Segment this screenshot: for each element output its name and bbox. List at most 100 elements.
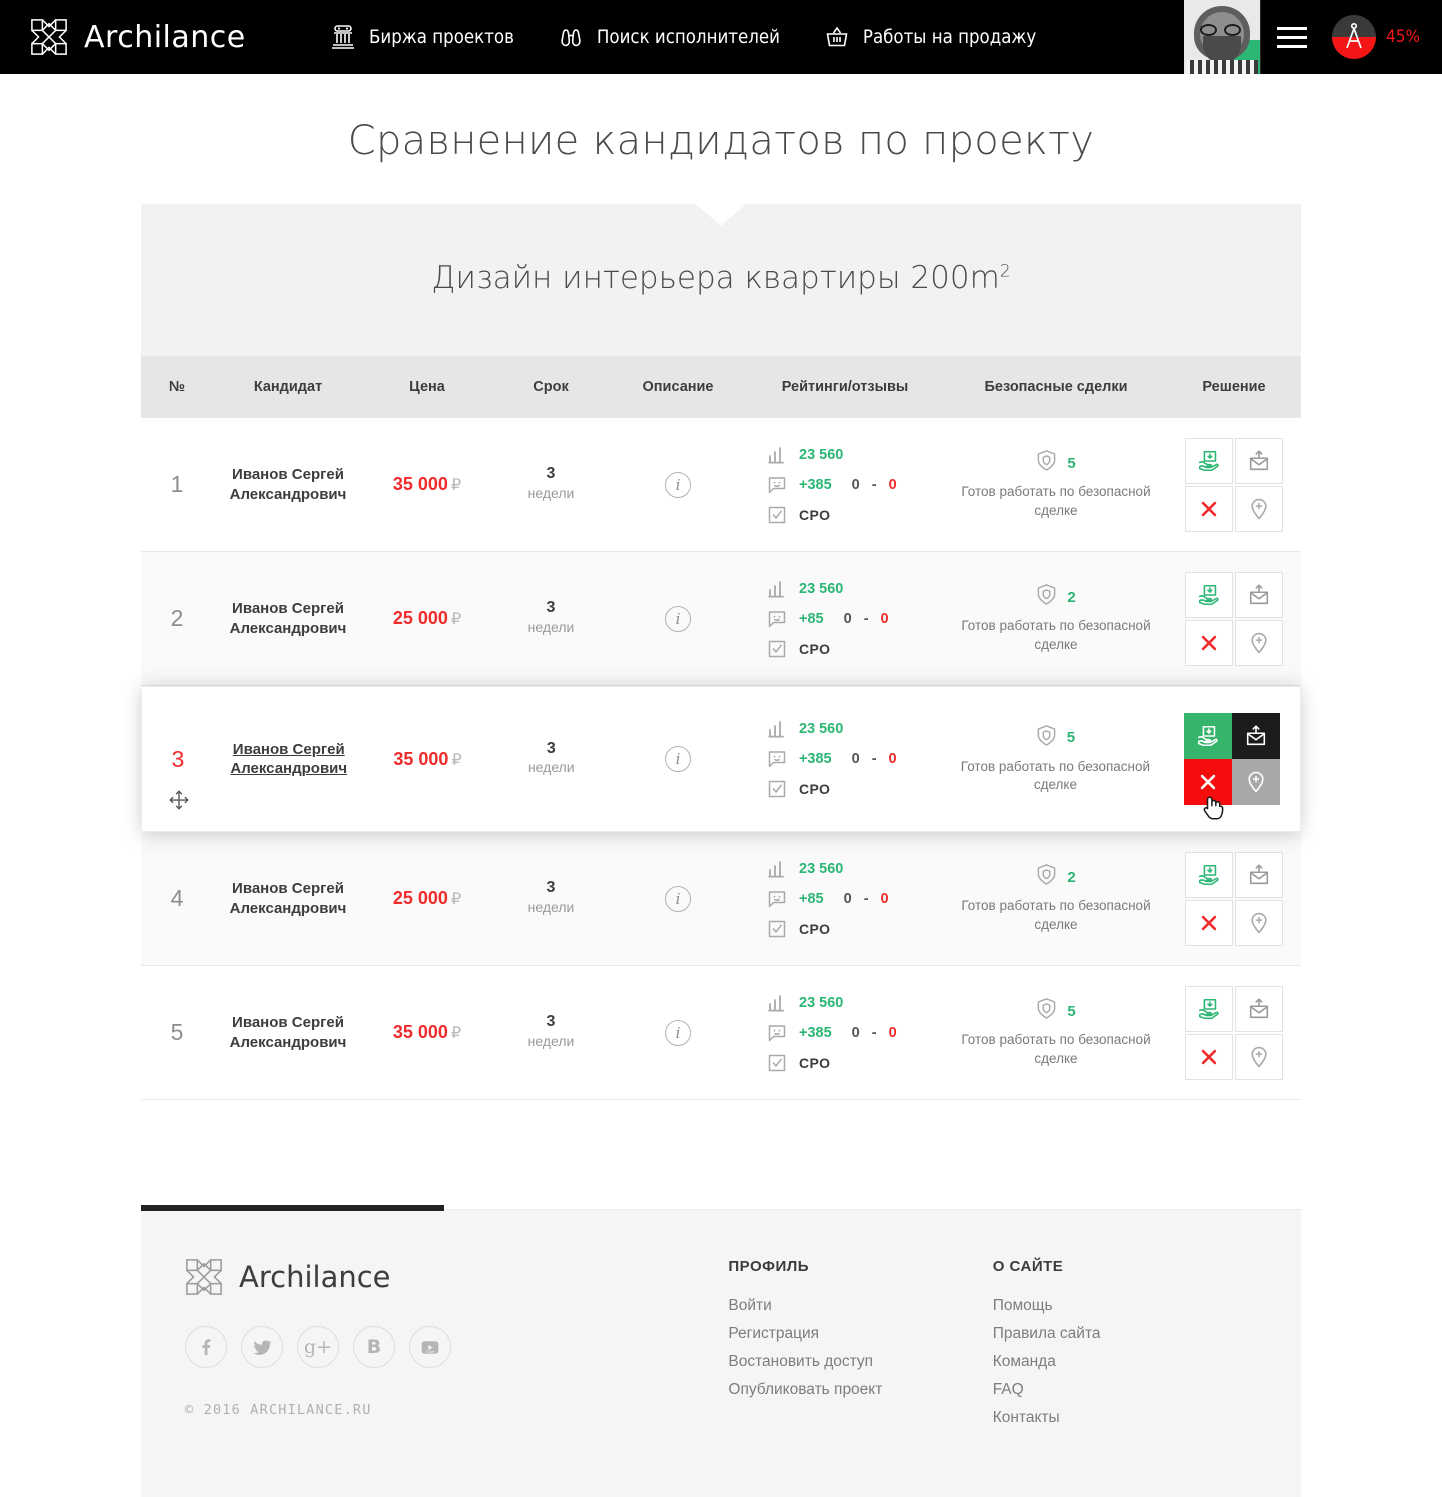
checkbox-icon [767, 1053, 787, 1073]
bar-chart-icon [767, 993, 787, 1013]
footer-link[interactable]: FAQ [992, 1381, 1024, 1398]
add-location-button[interactable] [1235, 619, 1283, 666]
safe-deals-count-row: 2 [945, 863, 1167, 891]
candidate-name[interactable]: Иванов Сергей Александрович [229, 880, 347, 917]
accept-offer-button[interactable] [1185, 437, 1233, 484]
term-value: 3 [546, 879, 556, 897]
top-header-bar: Archilance Биржа проектов [0, 0, 1442, 74]
candidate-name[interactable]: Иванов Сергей Александрович [229, 1014, 347, 1051]
send-message-button[interactable] [1235, 851, 1283, 898]
accept-offer-button[interactable] [1185, 985, 1233, 1032]
footer-link[interactable]: Команда [992, 1353, 1056, 1370]
move-arrows-icon[interactable] [168, 789, 190, 811]
candidate-name[interactable]: Иванов Сергей Александрович [229, 466, 347, 503]
col-header-safe-deals: Безопасные сделки [984, 379, 1128, 395]
accept-offer-button[interactable] [1184, 713, 1233, 759]
nav-item-works-for-sale[interactable]: Работы на продажу [824, 23, 1036, 51]
send-message-button[interactable] [1235, 571, 1283, 618]
add-location-button[interactable] [1235, 1033, 1283, 1080]
safe-deals-count: 5 [1067, 1002, 1076, 1020]
shield-icon [1036, 583, 1057, 611]
reject-button[interactable] [1184, 759, 1233, 805]
footer-column-title: О САЙТЕ [992, 1258, 1064, 1275]
table-body: 1 Иванов Сергей Александрович 35 000 ₽ 3 … [141, 418, 1301, 1100]
review-bubble-icon [767, 889, 787, 909]
sro-label: СРО [799, 920, 831, 937]
footer-link[interactable]: Помощь [992, 1297, 1053, 1314]
ratings-block: 23 560 +385 0 - 0 СРО [745, 993, 945, 1073]
profile-completion[interactable]: 45% [1322, 15, 1442, 59]
review-bubble-icon [767, 609, 787, 629]
avatar[interactable] [1184, 0, 1260, 74]
brand-name: Archilance [84, 19, 246, 55]
safe-deals-text: Готов работать по безопасной сделке [961, 618, 1151, 652]
reject-button[interactable] [1185, 619, 1233, 666]
ratings-block: 23 560 +85 0 - 0 СРО [745, 579, 945, 659]
decision-buttons [1185, 985, 1283, 1080]
footer-link[interactable]: Опубликовать проект [728, 1381, 883, 1398]
reviews-neutral: 0 [851, 1024, 860, 1041]
nav-item-projects-exchange[interactable]: Биржа проектов [330, 23, 514, 51]
candidate-name[interactable]: Иванов Сергей Александрович [229, 600, 347, 637]
candidate-name[interactable]: Иванов Сергей Александрович [230, 740, 348, 777]
footer-link[interactable]: Правила сайта [992, 1325, 1101, 1342]
footer-brand-name: Archilance [239, 1260, 391, 1294]
row-number: 1 [170, 471, 184, 497]
brand-logo[interactable]: Archilance [0, 18, 330, 56]
send-message-button[interactable] [1235, 985, 1283, 1032]
info-icon[interactable]: i [665, 1019, 691, 1046]
reject-button[interactable] [1185, 485, 1233, 532]
reject-button[interactable] [1185, 899, 1233, 946]
facebook-icon[interactable] [185, 1326, 227, 1368]
reviews-line: +85 0 - 0 [767, 889, 889, 909]
reviews-line: +385 0 - 0 [767, 475, 897, 495]
table-row[interactable]: 2 Иванов Сергей Александрович 25 000 ₽ 3 … [141, 552, 1301, 686]
table-row[interactable]: 5 Иванов Сергей Александрович 35 000 ₽ 3 … [141, 966, 1301, 1100]
decision-buttons [1185, 571, 1283, 666]
accept-offer-button[interactable] [1185, 851, 1233, 898]
info-icon[interactable]: i [665, 605, 691, 632]
info-icon[interactable]: i [665, 746, 692, 772]
add-location-button[interactable] [1235, 899, 1283, 946]
youtube-icon[interactable]: Tube [409, 1326, 451, 1368]
hamburger-menu-icon[interactable] [1260, 0, 1322, 74]
reviews-separator: - [863, 610, 869, 627]
twitter-icon[interactable] [241, 1326, 283, 1368]
info-icon[interactable]: i [665, 885, 691, 912]
footer-link[interactable]: Войти [728, 1297, 772, 1314]
add-location-button[interactable] [1232, 759, 1281, 805]
google-plus-icon[interactable]: g+ [297, 1326, 339, 1368]
reviews-positive: +85 [799, 890, 824, 907]
footer-logo[interactable]: Archilance [185, 1258, 728, 1296]
vk-icon[interactable]: B [353, 1326, 395, 1368]
decision-buttons [1184, 713, 1282, 805]
row-number: 3 [171, 745, 185, 772]
footer-accent-rule [141, 1205, 444, 1211]
compass-divider-icon [1332, 15, 1376, 59]
sro-line: СРО [767, 779, 830, 799]
table-row[interactable]: 4 Иванов Сергей Александрович 25 000 ₽ 3 … [141, 832, 1301, 966]
add-location-button[interactable] [1235, 485, 1283, 532]
reject-button[interactable] [1185, 1033, 1233, 1080]
price-value: 35 000 ₽ [392, 1022, 462, 1042]
nav-item-find-performers[interactable]: Поиск исполнителей [558, 23, 780, 51]
footer-link[interactable]: Востановить доступ [728, 1353, 874, 1370]
table-row[interactable]: 3 Иванов Сергей Александрович 35 000 ₽ 3 … [141, 686, 1301, 832]
table-row[interactable]: 1 Иванов Сергей Александрович 35 000 ₽ 3 … [141, 418, 1301, 552]
reviews-line: +85 0 - 0 [767, 609, 889, 629]
send-message-button[interactable] [1235, 437, 1283, 484]
footer-link[interactable]: Контакты [992, 1409, 1060, 1426]
footer-link[interactable]: Регистрация [728, 1325, 819, 1342]
send-message-button[interactable] [1232, 713, 1281, 759]
table-header-row: № Кандидат Цена Срок Описание Рейтинги/о… [141, 356, 1301, 418]
checkbox-icon [767, 919, 787, 939]
accept-offer-button[interactable] [1185, 571, 1233, 618]
col-header-number: № [168, 379, 186, 395]
archilance-diamond-logo-icon [30, 18, 68, 56]
rating-score: 23 560 [799, 446, 844, 463]
term-unit: недели [527, 898, 575, 915]
info-icon[interactable]: i [665, 471, 691, 498]
rating-score: 23 560 [799, 580, 844, 597]
reviews-line: +385 0 - 0 [767, 749, 897, 769]
footer-links-about: Помощь Правила сайта Команда FAQ Контакты [993, 1297, 1257, 1427]
